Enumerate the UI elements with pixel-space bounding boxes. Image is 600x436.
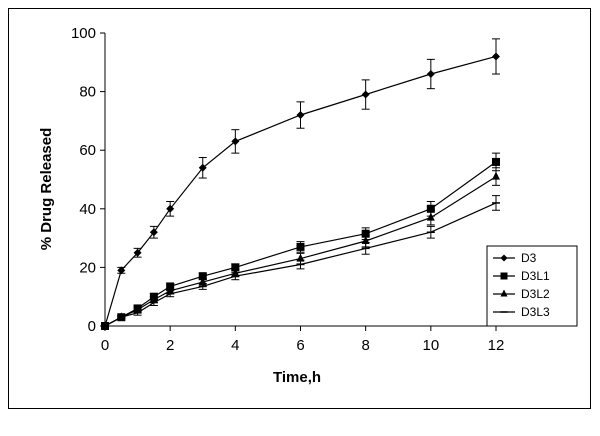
data-point-square	[296, 242, 305, 251]
y-tick-label: 0	[88, 318, 96, 335]
legend-label: D3L2	[521, 287, 550, 301]
data-point-square	[492, 157, 500, 166]
data-point-diamond	[492, 52, 500, 61]
x-tick-label: 8	[361, 337, 369, 354]
y-axis-title: % Drug Released	[38, 128, 55, 251]
data-point-triangle	[101, 321, 109, 329]
x-axis-title: Time,h	[273, 369, 321, 386]
y-tick-label: 100	[71, 25, 96, 42]
data-point-diamond	[133, 248, 142, 257]
legend-label: D3L3	[521, 305, 550, 319]
data-point-square	[426, 204, 435, 213]
chart-frame: 0 20 40 60 80 100 0 2 4 6 8 10 12 D3 D3L1 D3L2 D3L3 % D…	[8, 8, 591, 409]
series-D3	[101, 38, 500, 330]
data-point-square	[500, 272, 508, 280]
x-tick-label: 6	[296, 337, 304, 354]
y-tick-label: 20	[79, 259, 96, 276]
data-point-triangle	[492, 171, 500, 180]
legend: D3 D3L1 D3L2 D3L3	[486, 245, 578, 327]
data-point-square	[361, 229, 370, 238]
x-tick-label: 4	[231, 337, 239, 354]
x-tick-label: 10	[422, 337, 439, 354]
data-point-diamond	[198, 163, 207, 172]
data-point-triangle	[149, 294, 158, 303]
legend-label: D3	[521, 251, 537, 265]
data-point-diamond	[149, 228, 158, 237]
data-point-diamond	[500, 254, 508, 262]
data-point-diamond	[361, 90, 370, 99]
y-tick-label: 60	[79, 142, 96, 159]
x-tick-label: 0	[101, 337, 109, 354]
data-point-diamond	[117, 266, 126, 275]
y-tick-label: 80	[79, 84, 96, 101]
line-chart: 0 20 40 60 80 100 0 2 4 6 8 10 12 D3 D3L1 D3L2 D3L3 % D…	[38, 25, 578, 386]
data-point-triangle	[166, 285, 175, 294]
data-point-square	[198, 272, 207, 281]
legend-label: D3L1	[521, 269, 550, 283]
data-point-square	[231, 263, 240, 272]
data-point-diamond	[166, 204, 175, 213]
series-layer	[101, 38, 500, 330]
series-D3L1	[101, 152, 500, 330]
data-point-diamond	[231, 137, 240, 146]
data-point-diamond	[296, 111, 305, 120]
series-D3L3	[101, 195, 500, 327]
x-tick-label: 2	[166, 337, 174, 354]
x-tick-label: 12	[488, 337, 505, 354]
series-line	[104, 55, 497, 327]
data-point-diamond	[426, 70, 435, 79]
axes: 0 20 40 60 80 100 0 2 4 6 8 10 12	[71, 25, 504, 354]
data-point-triangle	[500, 289, 508, 297]
data-point-triangle	[426, 212, 435, 221]
y-tick-label: 40	[79, 201, 96, 218]
